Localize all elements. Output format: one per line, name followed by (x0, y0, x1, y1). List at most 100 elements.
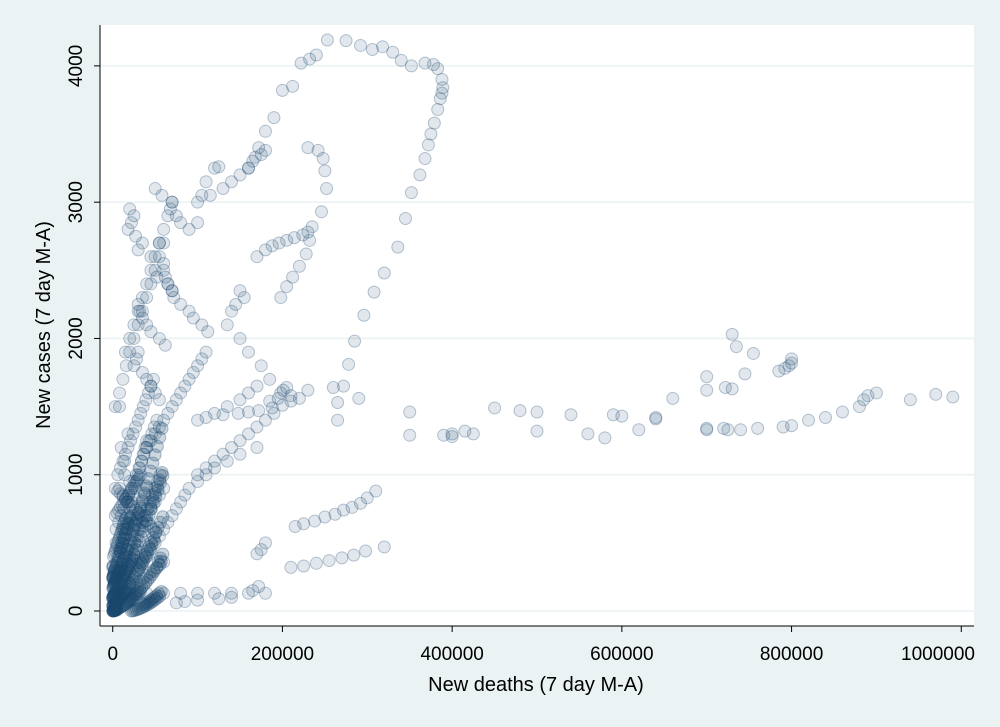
data-point (772, 364, 786, 378)
data-point (118, 345, 132, 359)
data-point (413, 168, 427, 182)
data-point (106, 591, 120, 605)
data-point (250, 440, 264, 454)
data-point (117, 550, 131, 564)
data-point (746, 346, 760, 360)
data-point (127, 479, 141, 493)
data-point (113, 461, 127, 475)
data-point (124, 481, 138, 495)
data-point (110, 539, 124, 553)
data-point (169, 393, 183, 407)
data-point (819, 410, 833, 424)
data-point (301, 141, 315, 155)
data-point (124, 216, 138, 230)
data-point (106, 559, 120, 573)
data-point (174, 216, 188, 230)
data-point (113, 590, 127, 604)
data-point (258, 143, 272, 157)
data-point (133, 522, 147, 536)
data-point (191, 195, 205, 209)
data-point (141, 517, 155, 531)
data-point (108, 596, 122, 610)
y-tick-label: 4000 (66, 45, 87, 87)
data-point (114, 561, 128, 575)
data-point (112, 503, 126, 517)
data-point (263, 394, 277, 408)
data-point (700, 370, 714, 384)
data-point (132, 586, 146, 600)
data-point (258, 413, 272, 427)
data-point (106, 581, 120, 595)
data-point (110, 570, 124, 584)
data-point (132, 602, 146, 616)
data-point (111, 549, 125, 563)
data-point (106, 604, 120, 618)
data-point (112, 515, 126, 529)
data-point (109, 595, 123, 609)
data-point (124, 604, 138, 618)
data-point (120, 556, 134, 570)
data-point (178, 594, 192, 608)
data-point (121, 495, 135, 509)
data-point (144, 263, 158, 277)
data-point (123, 582, 137, 596)
data-point (106, 572, 120, 586)
data-point (139, 479, 153, 493)
data-point (139, 550, 153, 564)
data-point (418, 56, 432, 70)
data-point (141, 546, 155, 560)
data-point (126, 488, 140, 502)
data-point (150, 560, 164, 574)
data-point (144, 502, 158, 516)
data-point (208, 406, 222, 420)
data-point (119, 359, 133, 373)
data-point (137, 598, 151, 612)
data-point (121, 595, 135, 609)
data-point (119, 564, 133, 578)
data-point (107, 604, 121, 618)
data-point (157, 236, 171, 250)
data-point (564, 408, 578, 422)
data-point (126, 572, 140, 586)
data-point (128, 529, 142, 543)
data-point (280, 280, 294, 294)
x-tick-label: 400000 (420, 644, 483, 665)
data-point (133, 583, 147, 597)
data-point (265, 401, 279, 415)
data-point (130, 588, 144, 602)
data-point (113, 500, 127, 514)
data-point (142, 434, 156, 448)
data-point (347, 548, 361, 562)
data-point (144, 520, 158, 534)
data-point (109, 556, 123, 570)
data-point (174, 586, 188, 600)
data-point (212, 160, 226, 174)
data-point (225, 175, 239, 189)
data-point (121, 222, 135, 236)
data-point (258, 586, 272, 600)
data-point (216, 182, 230, 196)
data-point (250, 250, 264, 264)
data-point (155, 421, 169, 435)
data-point (129, 587, 143, 601)
data-point (139, 393, 153, 407)
data-point (108, 400, 122, 414)
data-point (337, 503, 351, 517)
data-point (110, 583, 124, 597)
data-point (140, 544, 154, 558)
data-point (700, 423, 714, 437)
data-point (150, 591, 164, 605)
data-point (129, 577, 143, 591)
data-point (316, 152, 330, 166)
data-point (113, 577, 127, 591)
data-point (110, 593, 124, 607)
data-point (581, 427, 595, 441)
data-point (133, 574, 147, 588)
data-point (258, 243, 272, 257)
data-point (191, 468, 205, 482)
data-point (107, 603, 121, 617)
data-point (265, 239, 279, 253)
data-point (140, 277, 154, 291)
data-point (115, 498, 129, 512)
